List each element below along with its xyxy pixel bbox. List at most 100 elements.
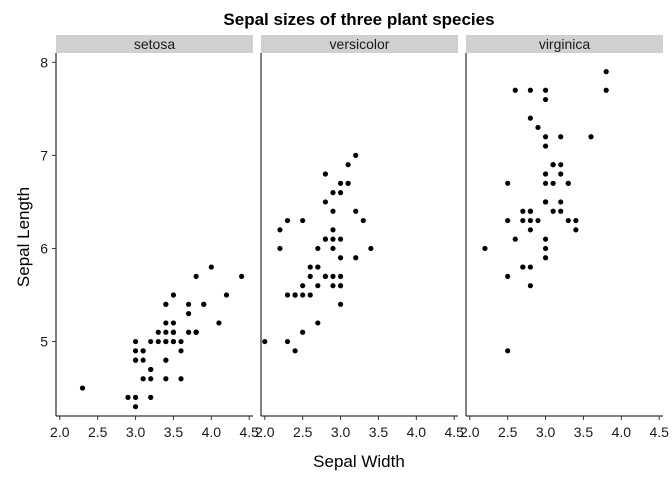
data-point bbox=[79, 385, 86, 391]
data-point bbox=[300, 329, 306, 335]
y-axis-title: Sepal Length bbox=[14, 187, 33, 287]
data-point bbox=[550, 208, 556, 214]
data-point bbox=[132, 348, 139, 354]
data-point bbox=[163, 329, 169, 335]
y-tick-label: 6 bbox=[40, 240, 48, 256]
points-versicolor bbox=[262, 152, 374, 354]
x-tick-label: 4.0 bbox=[612, 424, 632, 440]
data-point bbox=[542, 255, 549, 261]
data-point bbox=[163, 301, 169, 307]
data-point bbox=[330, 283, 336, 289]
data-point bbox=[558, 208, 564, 214]
data-point bbox=[170, 338, 177, 345]
x-tick-label: 4.0 bbox=[202, 424, 222, 440]
data-point bbox=[292, 292, 298, 298]
data-point bbox=[284, 338, 291, 345]
data-point bbox=[505, 273, 511, 279]
y-tick-label: 5 bbox=[40, 334, 48, 350]
data-point bbox=[542, 143, 549, 149]
data-point bbox=[155, 329, 161, 335]
data-point bbox=[542, 96, 549, 103]
data-point bbox=[163, 357, 169, 363]
data-point bbox=[520, 217, 526, 224]
data-point bbox=[527, 208, 534, 214]
data-point bbox=[550, 162, 556, 168]
x-tick-label: 3.5 bbox=[574, 424, 594, 440]
facet-strip bbox=[466, 35, 663, 53]
data-point bbox=[140, 348, 146, 354]
x-tick-label: 4.0 bbox=[407, 424, 427, 440]
x-tick-label: 2.0 bbox=[460, 424, 480, 440]
data-point bbox=[322, 199, 329, 205]
data-point bbox=[315, 245, 321, 252]
data-point bbox=[170, 292, 177, 298]
data-point bbox=[315, 264, 321, 270]
data-point bbox=[573, 217, 579, 224]
data-point bbox=[322, 236, 329, 242]
data-point bbox=[322, 273, 329, 279]
x-tick-label: 3.5 bbox=[164, 424, 184, 440]
data-point bbox=[163, 338, 169, 345]
x-tick-label: 3.5 bbox=[369, 424, 389, 440]
data-point bbox=[520, 264, 526, 270]
data-point bbox=[542, 87, 549, 93]
data-point bbox=[337, 255, 344, 261]
data-point bbox=[542, 171, 549, 177]
data-point bbox=[201, 301, 207, 307]
data-point bbox=[330, 236, 336, 242]
data-point bbox=[558, 162, 564, 168]
data-point bbox=[315, 283, 321, 289]
data-point bbox=[527, 115, 534, 121]
x-tick-label: 3.0 bbox=[126, 424, 146, 440]
data-point bbox=[284, 292, 291, 298]
data-point bbox=[155, 338, 161, 345]
data-point bbox=[337, 273, 344, 279]
data-point bbox=[125, 394, 131, 400]
data-point bbox=[527, 217, 534, 224]
data-point bbox=[345, 180, 351, 186]
x-tick-label: 3.0 bbox=[331, 424, 351, 440]
data-point bbox=[550, 180, 556, 186]
data-point bbox=[542, 134, 549, 140]
points-virginica bbox=[482, 69, 609, 354]
data-point bbox=[140, 357, 146, 363]
data-point bbox=[307, 292, 313, 298]
data-point bbox=[512, 87, 518, 93]
data-point bbox=[603, 87, 609, 93]
data-point bbox=[132, 357, 139, 363]
data-point bbox=[330, 245, 336, 252]
data-point bbox=[330, 227, 336, 233]
data-point bbox=[505, 348, 511, 354]
data-point bbox=[132, 338, 139, 345]
data-point bbox=[292, 348, 298, 354]
data-point bbox=[307, 273, 313, 279]
data-point bbox=[558, 199, 564, 205]
data-point bbox=[148, 366, 154, 373]
data-point bbox=[307, 264, 313, 270]
data-point bbox=[330, 190, 336, 196]
data-point bbox=[573, 227, 579, 233]
data-point bbox=[482, 245, 488, 252]
data-point bbox=[527, 227, 534, 233]
chart-title: Sepal sizes of three plant species bbox=[223, 10, 494, 29]
x-tick-label: 4.5 bbox=[649, 424, 669, 440]
data-point bbox=[337, 301, 344, 307]
data-point bbox=[558, 134, 564, 140]
data-point bbox=[216, 320, 222, 326]
data-point bbox=[505, 180, 511, 186]
data-point bbox=[163, 376, 169, 382]
data-point bbox=[208, 264, 214, 270]
data-point bbox=[140, 376, 146, 382]
data-point bbox=[193, 273, 199, 279]
data-point bbox=[170, 320, 177, 326]
data-point bbox=[542, 199, 549, 205]
data-point bbox=[345, 162, 351, 168]
facet-strip-label: versicolor bbox=[330, 36, 390, 52]
data-point bbox=[588, 134, 594, 140]
data-point bbox=[178, 376, 184, 382]
data-point bbox=[277, 245, 283, 252]
data-point bbox=[300, 217, 306, 224]
x-tick-label: 2.5 bbox=[88, 424, 108, 440]
x-tick-label: 4.5 bbox=[444, 424, 464, 440]
data-point bbox=[262, 338, 268, 345]
